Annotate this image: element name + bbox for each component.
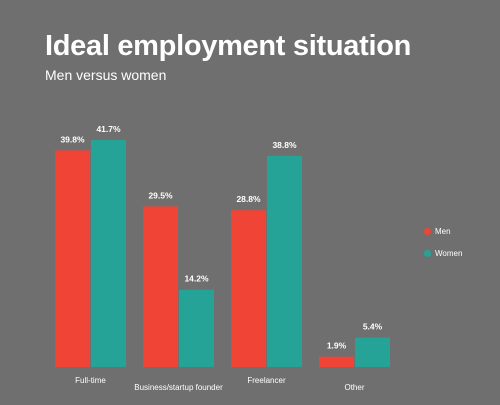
data-label-men-3: 28.8%: [236, 194, 261, 204]
data-label-men-1: 39.8%: [60, 134, 85, 144]
data-label-women-3: 38.8%: [272, 140, 297, 150]
category-label-2: Business/startup founder: [134, 383, 223, 392]
category-label-3: Freelancer: [247, 376, 286, 385]
bar-men-3: [231, 210, 266, 367]
legend-swatch-men: [424, 228, 431, 235]
legend-swatch-women: [424, 250, 431, 257]
bar-men-4: [319, 356, 354, 367]
chart-title: Ideal employment situation: [45, 30, 412, 62]
bar-men-1: [55, 150, 90, 367]
data-label-men-2: 29.5%: [148, 190, 173, 200]
bar-women-4: [355, 337, 390, 367]
data-label-women-2: 14.2%: [184, 274, 209, 284]
legend-item-women: Women: [424, 247, 462, 260]
legend-label-women: Women: [435, 249, 463, 258]
legend-label-men: Men: [435, 227, 451, 236]
legend-item-men: Men: [424, 225, 462, 238]
bar-men-2: [143, 206, 178, 367]
category-label-1: Full-time: [75, 376, 106, 385]
bar-women-2: [179, 289, 214, 367]
data-label-women-1: 41.7%: [96, 124, 121, 134]
chart-subtitle: Men versus women: [45, 67, 167, 83]
bar-women-1: [91, 140, 126, 367]
data-label-men-4: 1.9%: [327, 341, 347, 351]
bar-women-3: [267, 155, 302, 367]
legend: Men Women: [424, 225, 462, 269]
data-label-women-4: 5.4%: [363, 322, 383, 332]
category-label-4: Other: [344, 383, 364, 392]
